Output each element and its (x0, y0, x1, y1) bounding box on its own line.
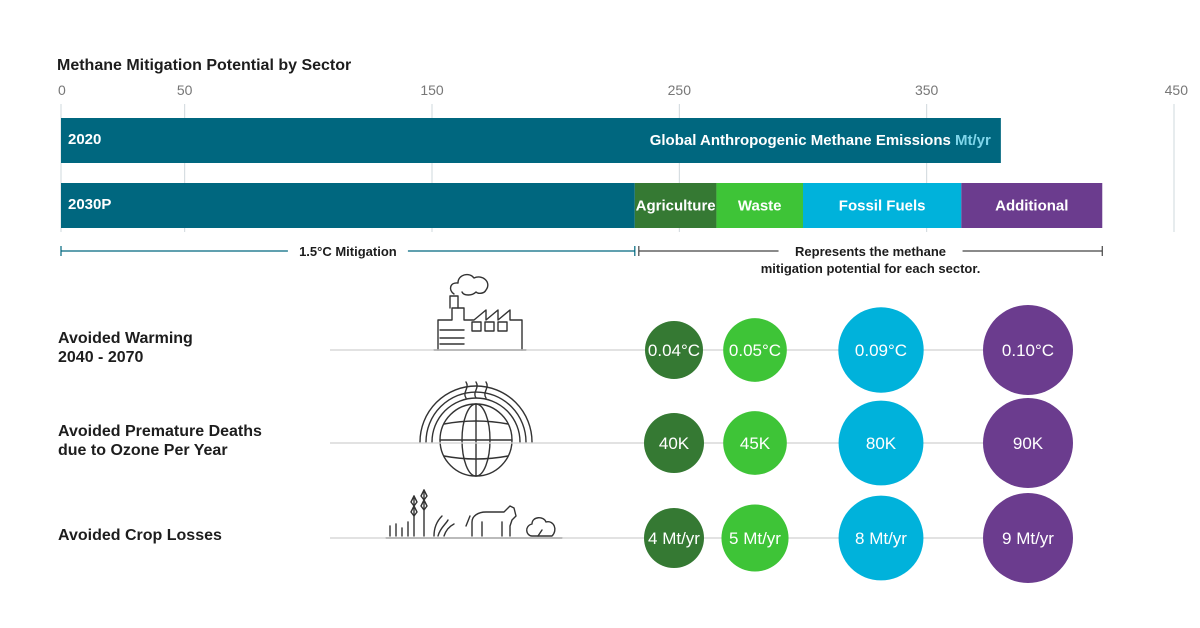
bubble-label: 8 Mt/yr (855, 529, 907, 548)
x-tick-label: 350 (915, 82, 939, 98)
globe-heat-icon (419, 381, 533, 477)
bubble (983, 398, 1073, 488)
bubble-label: 5 Mt/yr (729, 529, 781, 548)
bubble-label: 0.10°C (1002, 341, 1054, 360)
row-label: Avoided Crop Losses (58, 527, 222, 544)
row-label: Avoided Warming (58, 330, 193, 347)
brackets: 1.5°C Mitigation Represents the methane mi… (60, 244, 1103, 276)
bar-segment-2030p (61, 183, 635, 228)
x-tick-label: 250 (668, 82, 692, 98)
chart-title: Methane Mitigation Potential by Sector (57, 57, 351, 74)
crops-livestock-icon (385, 489, 563, 539)
x-axis-ticks: 0 50 150 250 350 450 (58, 82, 1188, 98)
bubble (983, 305, 1073, 395)
segment-label: Agriculture (636, 198, 716, 215)
segment-label: Fossil Fuels (839, 198, 926, 215)
bracket-label: 1.5°C Mitigation (299, 244, 397, 259)
bracket-label: mitigation potential for each sector. (761, 261, 981, 276)
bubble-label: 40K (659, 434, 690, 453)
bar-inline-note: Global Anthropogenic Methane Emissions M… (650, 132, 991, 149)
bubble-label: 45K (740, 434, 771, 453)
bar-label: 2020 (68, 131, 101, 148)
x-tick-label: 50 (177, 82, 193, 98)
bracket-label: Represents the methane (795, 244, 946, 259)
bubble (645, 321, 703, 379)
bubble (723, 318, 787, 382)
row-label: Avoided Premature Deaths (58, 423, 262, 440)
bar-segment-agriculture (634, 183, 717, 228)
inline-note-text: Global Anthropogenic Methane Emissions (650, 132, 955, 149)
bubble-label: 0.04°C (648, 341, 700, 360)
bubble (838, 307, 924, 393)
bubble-label: 0.09°C (855, 341, 907, 360)
row-label: 2040 - 2070 (58, 349, 144, 366)
bubble-label: 80K (866, 434, 897, 453)
bubble-label: 9 Mt/yr (1002, 529, 1054, 548)
x-tick-label: 150 (420, 82, 444, 98)
bars: 2020 Global Anthropogenic Methane Emissio… (61, 118, 1103, 228)
segment-label: Additional (995, 198, 1068, 215)
factory-icon (433, 273, 527, 351)
bubble (838, 400, 924, 486)
bar-label: 2030P (68, 196, 111, 213)
bubble-label: 0.05°C (729, 341, 781, 360)
bubble-label: 4 Mt/yr (648, 529, 700, 548)
segment-label: Waste (738, 198, 782, 215)
bubble (644, 508, 704, 568)
bubble (983, 493, 1073, 583)
bubble (644, 413, 704, 473)
bubble-label: 90K (1013, 434, 1044, 453)
bubble (721, 504, 789, 572)
x-tick-label: 0 (58, 82, 66, 98)
bar-segment-fossil-fuels (803, 183, 962, 228)
inline-unit-text: Mt/yr (955, 132, 991, 149)
bubble (723, 411, 787, 475)
bar-segment-additional (961, 183, 1103, 228)
bubble-rows: Avoided Warming 2040 - 2070 0.04°C 0.05°C 0.… (58, 305, 1073, 583)
bubble (838, 495, 924, 581)
bar-segment-2020 (61, 118, 1001, 163)
x-tick-label: 450 (1165, 82, 1189, 98)
row-label: due to Ozone Per Year (58, 442, 228, 459)
bar-segment-waste (716, 183, 803, 228)
